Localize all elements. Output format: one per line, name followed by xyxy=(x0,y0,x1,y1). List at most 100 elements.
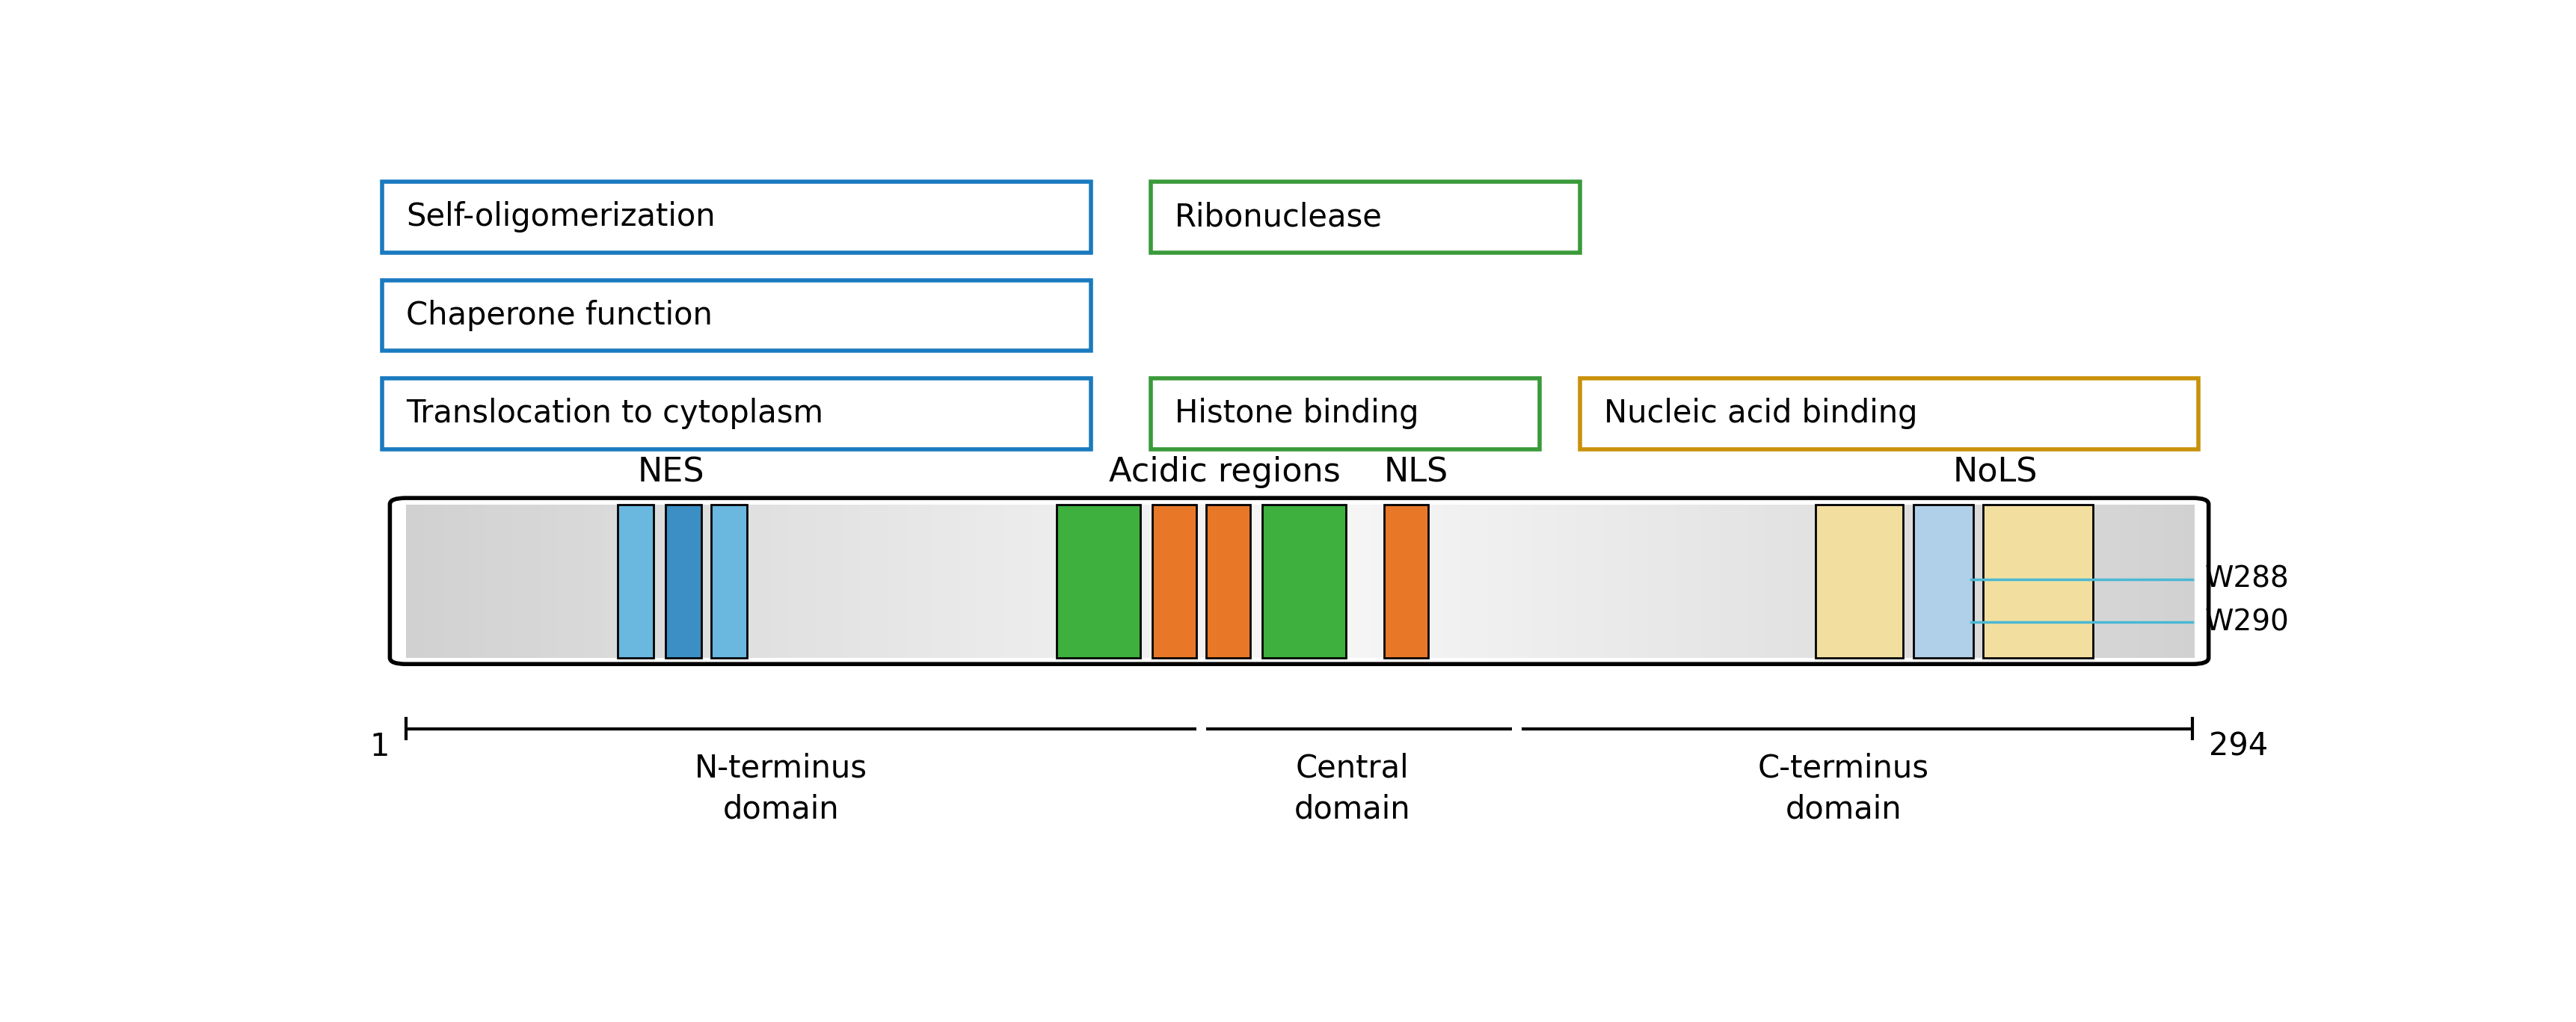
Bar xyxy=(2058,504,2069,658)
Bar xyxy=(708,504,721,658)
Bar xyxy=(621,504,631,658)
Bar xyxy=(1649,504,1659,658)
Bar xyxy=(1765,504,1775,658)
Bar xyxy=(1056,504,1141,658)
Bar xyxy=(1960,504,1971,658)
Bar xyxy=(2087,504,2097,658)
Bar xyxy=(1656,504,1667,658)
Bar xyxy=(1808,504,1819,658)
Bar xyxy=(683,504,693,658)
Bar xyxy=(611,504,623,658)
Bar xyxy=(817,504,827,658)
Bar xyxy=(477,504,489,658)
Bar xyxy=(541,504,551,658)
Bar xyxy=(1816,504,1904,658)
Bar xyxy=(629,504,639,658)
Bar xyxy=(1151,504,1195,658)
Bar xyxy=(1674,504,1685,658)
Bar xyxy=(647,504,657,658)
Bar xyxy=(618,504,654,658)
Bar xyxy=(1193,504,1203,658)
Bar xyxy=(1504,504,1515,658)
Text: NoLS: NoLS xyxy=(1953,457,2038,489)
Bar xyxy=(1327,504,1337,658)
Bar xyxy=(1345,504,1355,658)
Bar xyxy=(2022,504,2035,658)
Bar xyxy=(1862,504,1873,658)
Bar xyxy=(2069,504,2079,658)
Bar xyxy=(1041,504,1051,658)
Bar xyxy=(1888,504,1901,658)
Bar xyxy=(1984,504,2092,658)
Text: NES: NES xyxy=(639,457,706,489)
Bar xyxy=(1533,504,1543,658)
Bar xyxy=(1236,504,1247,658)
Text: NLS: NLS xyxy=(1383,457,1448,489)
Text: Central
domain: Central domain xyxy=(1293,752,1409,825)
Bar xyxy=(2174,504,2184,658)
Bar xyxy=(1200,504,1211,658)
Text: C-terminus
domain: C-terminus domain xyxy=(1757,752,1929,825)
Bar xyxy=(1631,504,1641,658)
Bar xyxy=(1370,504,1381,658)
Bar xyxy=(1667,504,1677,658)
Bar xyxy=(1298,504,1311,658)
Bar xyxy=(1613,504,1623,658)
Bar xyxy=(2094,504,2105,658)
Bar xyxy=(2138,504,2151,658)
Bar xyxy=(440,504,453,658)
Bar xyxy=(1443,504,1453,658)
Bar xyxy=(1450,504,1463,658)
Bar xyxy=(2076,504,2087,658)
Bar xyxy=(711,504,747,658)
Bar xyxy=(907,504,917,658)
Bar xyxy=(585,504,595,658)
Bar xyxy=(592,504,605,658)
Bar xyxy=(987,504,997,658)
Bar xyxy=(1388,504,1399,658)
Bar xyxy=(1352,504,1363,658)
Bar xyxy=(1399,504,1409,658)
Bar xyxy=(1801,504,1811,658)
Bar xyxy=(1164,504,1177,658)
Text: Translocation to cytoplasm: Translocation to cytoplasm xyxy=(407,399,824,429)
Bar xyxy=(1316,504,1329,658)
Bar xyxy=(1754,504,1765,658)
Bar xyxy=(1012,504,1025,658)
Bar xyxy=(994,504,1007,658)
Bar xyxy=(1425,504,1435,658)
Bar xyxy=(1157,504,1167,658)
Bar xyxy=(1736,504,1749,658)
Bar xyxy=(1638,504,1649,658)
Bar xyxy=(1602,504,1615,658)
Text: Ribonuclease: Ribonuclease xyxy=(1175,201,1383,233)
Bar xyxy=(1059,504,1069,658)
Bar xyxy=(1996,504,2007,658)
Bar xyxy=(1728,504,1739,658)
Bar xyxy=(495,504,505,658)
FancyBboxPatch shape xyxy=(381,378,1090,450)
Bar xyxy=(433,504,443,658)
Bar xyxy=(1262,504,1275,658)
Bar xyxy=(1479,504,1489,658)
Bar xyxy=(1309,504,1319,658)
Text: 294: 294 xyxy=(2208,731,2267,762)
Bar xyxy=(1497,504,1507,658)
Bar xyxy=(1291,504,1301,658)
Bar xyxy=(1718,504,1731,658)
Bar xyxy=(1522,504,1533,658)
Bar xyxy=(1700,504,1713,658)
Bar xyxy=(1005,504,1015,658)
Bar xyxy=(827,504,837,658)
Bar xyxy=(1968,504,1981,658)
Bar xyxy=(487,504,497,658)
Bar xyxy=(1247,504,1257,658)
Bar xyxy=(969,504,979,658)
Bar xyxy=(951,504,961,658)
Bar xyxy=(737,504,747,658)
Bar xyxy=(744,504,757,658)
Bar xyxy=(1255,504,1265,658)
Bar xyxy=(860,504,873,658)
Bar xyxy=(2156,504,2169,658)
Bar xyxy=(979,504,989,658)
